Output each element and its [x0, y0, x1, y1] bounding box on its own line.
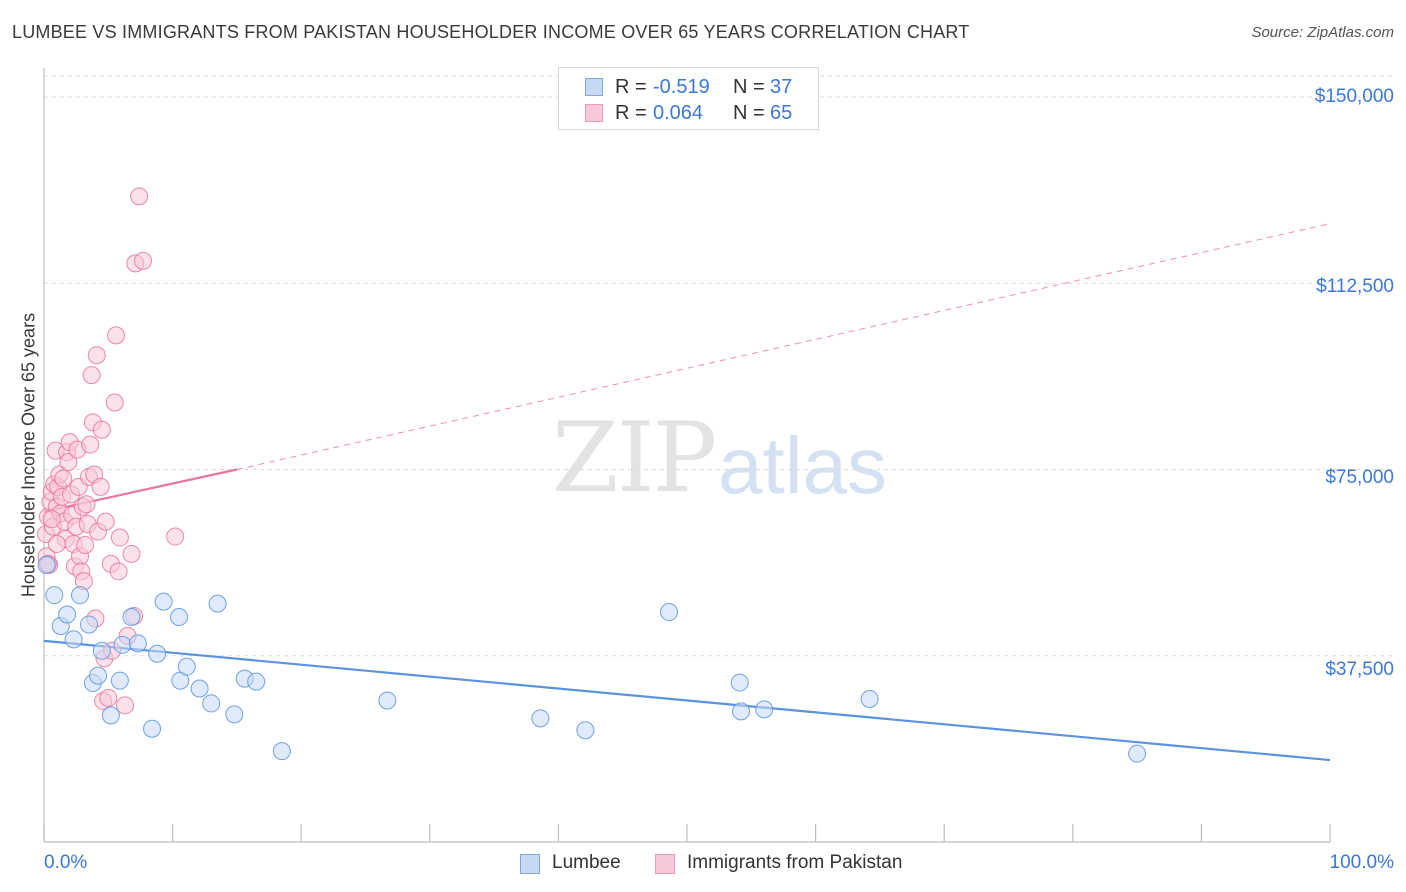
pakistan-point: [96, 512, 115, 531]
watermark-atlas: atlas: [718, 421, 887, 510]
axes: [43, 68, 1331, 843]
lumbee-point: [755, 700, 774, 719]
lumbee-point: [128, 634, 147, 653]
pakistan-point: [109, 562, 128, 581]
correlation-legend: R = -0.519 N = 37 R = 0.064 N = 65: [558, 67, 819, 130]
lumbee-point: [208, 594, 227, 613]
lumbee-point: [730, 673, 749, 692]
lumbee-point: [177, 657, 196, 676]
bottom-legend-label-pakistan: Immigrants from Pakistan: [687, 852, 903, 873]
y-tick-label: $112,500: [1316, 276, 1394, 297]
lumbee-point: [37, 555, 56, 574]
lumbee-point: [92, 641, 111, 660]
pakistan-point: [87, 346, 106, 365]
lumbee-trend-line: [43, 639, 1331, 762]
lumbee-point: [659, 603, 678, 622]
series-lumbee-points: [37, 555, 1147, 763]
series-pakistan-points: [37, 187, 185, 715]
lumbee-point: [45, 586, 64, 605]
legend-n-value: 65: [770, 102, 793, 124]
pakistan-point: [105, 393, 124, 412]
pakistan-point: [81, 435, 100, 454]
pakistan-point: [107, 326, 126, 345]
pakistan-point: [99, 688, 118, 707]
pakistan-point: [130, 187, 149, 206]
lumbee-point: [154, 592, 173, 611]
legend-swatch-lumbee: [585, 78, 603, 96]
pakistan-point: [59, 453, 78, 472]
bottom-legend-lumbee: Lumbee: [520, 852, 630, 876]
legend-r-value: 0.064: [653, 102, 704, 124]
pakistan-point: [122, 544, 141, 563]
pakistan-point: [42, 510, 61, 529]
lumbee-point: [247, 672, 266, 691]
lumbee-point: [101, 706, 120, 725]
lumbee-point: [860, 689, 879, 708]
legend-r-label: R =: [615, 76, 647, 98]
lumbee-point: [113, 635, 132, 654]
lumbee-point: [202, 694, 221, 713]
chart-title: LUMBEE VS IMMIGRANTS FROM PAKISTAN HOUSE…: [12, 22, 970, 42]
bottom-legend-swatch-pakistan: [655, 854, 675, 874]
lumbee-point: [110, 671, 129, 690]
pakistan-point: [92, 420, 111, 439]
y-tick-label: $75,000: [1325, 467, 1394, 488]
y-tick-label: $37,500: [1325, 659, 1394, 680]
pakistan-point: [76, 535, 95, 554]
gridlines: [44, 75, 1395, 657]
bottom-legend-label-lumbee: Lumbee: [552, 852, 621, 873]
pakistan-point: [91, 477, 110, 496]
lumbee-point: [732, 702, 751, 721]
lumbee-point: [58, 605, 77, 624]
pakistan-point: [110, 528, 129, 547]
lumbee-point: [71, 586, 90, 605]
y-axis-label: Householder Income Over 65 years: [18, 312, 39, 598]
legend-row-pakistan: R = 0.064 N = 65: [585, 102, 815, 126]
lumbee-point: [190, 679, 209, 698]
lumbee-point: [378, 691, 397, 710]
x-tick-label-max: 100.0%: [1329, 852, 1394, 873]
legend-n-label: N =: [733, 76, 765, 98]
legend-row-lumbee: R = -0.519 N = 37: [585, 76, 815, 100]
lumbee-point: [122, 608, 141, 627]
y-tick-label: $150,000: [1314, 86, 1394, 107]
watermark-zip: ZIP: [552, 402, 717, 514]
lumbee-point: [576, 721, 595, 740]
bottom-legend-pakistan: Immigrants from Pakistan: [655, 852, 925, 876]
lumbee-point: [1128, 744, 1147, 763]
legend-n-value: 37: [770, 76, 793, 98]
bottom-legend-swatch-lumbee: [520, 854, 540, 874]
lumbee-point: [143, 719, 162, 738]
x-tick-label-min: 0.0%: [44, 852, 88, 873]
lumbee-point: [225, 705, 244, 724]
pakistan-point: [116, 696, 135, 715]
pakistan-point: [166, 527, 185, 546]
lumbee-point: [170, 608, 189, 627]
legend-n-label: N =: [733, 102, 765, 124]
pakistan-point: [54, 469, 73, 488]
lumbee-point: [89, 666, 108, 685]
pakistan-point: [134, 251, 153, 270]
pakistan-trend-extension: [236, 223, 1331, 470]
lumbee-point: [272, 742, 291, 761]
pakistan-point: [77, 495, 96, 514]
legend-r-value: -0.519: [653, 76, 710, 98]
legend-r-label: R =: [615, 102, 647, 124]
lumbee-point: [80, 615, 99, 634]
chart-source: Source: ZipAtlas.com: [1251, 24, 1394, 41]
lumbee-point: [531, 709, 550, 728]
pakistan-point: [47, 535, 66, 553]
lumbee-point: [64, 630, 83, 649]
pakistan-point: [82, 366, 101, 385]
legend-swatch-pakistan: [585, 104, 603, 122]
lumbee-point: [148, 644, 167, 663]
